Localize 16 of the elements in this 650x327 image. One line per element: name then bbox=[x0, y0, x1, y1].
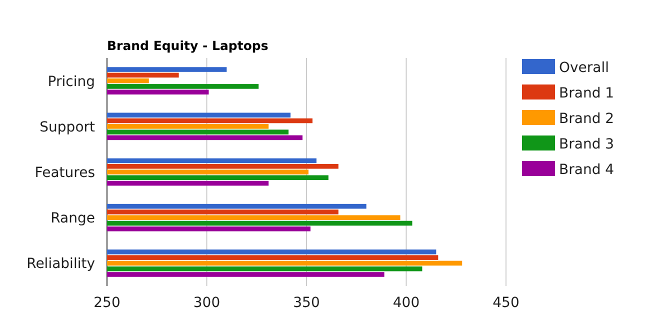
y-tick-label: Features bbox=[34, 165, 95, 181]
x-tick-label: 450 bbox=[492, 295, 520, 311]
legend-label: Brand 2 bbox=[559, 111, 614, 127]
x-tick-label: 300 bbox=[193, 295, 220, 311]
legend-label: Brand 4 bbox=[559, 162, 614, 178]
y-tick-label: Pricing bbox=[48, 74, 95, 90]
y-tick-label: Support bbox=[40, 119, 96, 136]
x-tick-label: 250 bbox=[94, 295, 120, 311]
x-tick-label: 350 bbox=[293, 295, 320, 311]
legend-label: Overall bbox=[559, 60, 610, 76]
y-tick-label: Reliability bbox=[26, 256, 95, 272]
chart-title: Brand Equity - Laptops bbox=[107, 38, 268, 53]
y-tick-label: Range bbox=[50, 210, 95, 227]
legend-label: Brand 1 bbox=[559, 86, 614, 102]
x-tick-label: 400 bbox=[392, 295, 420, 311]
legend-label: Brand 3 bbox=[559, 136, 614, 152]
